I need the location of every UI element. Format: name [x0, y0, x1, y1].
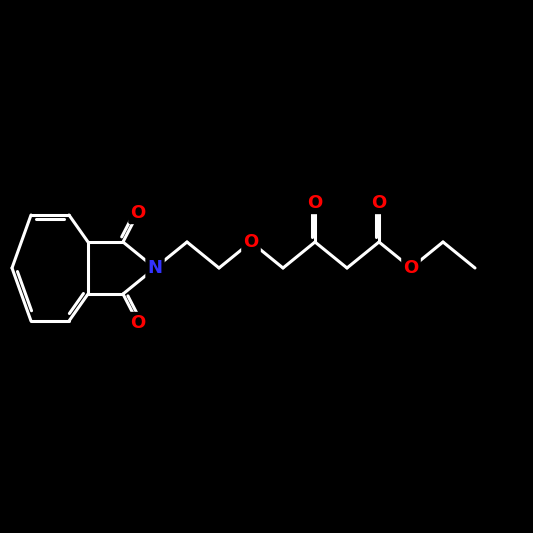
Text: N: N — [148, 259, 163, 277]
Text: O: O — [244, 233, 259, 251]
Text: O: O — [403, 259, 418, 277]
Text: O: O — [372, 194, 386, 212]
Text: O: O — [131, 204, 146, 222]
Text: O: O — [131, 314, 146, 332]
Text: O: O — [308, 194, 322, 212]
